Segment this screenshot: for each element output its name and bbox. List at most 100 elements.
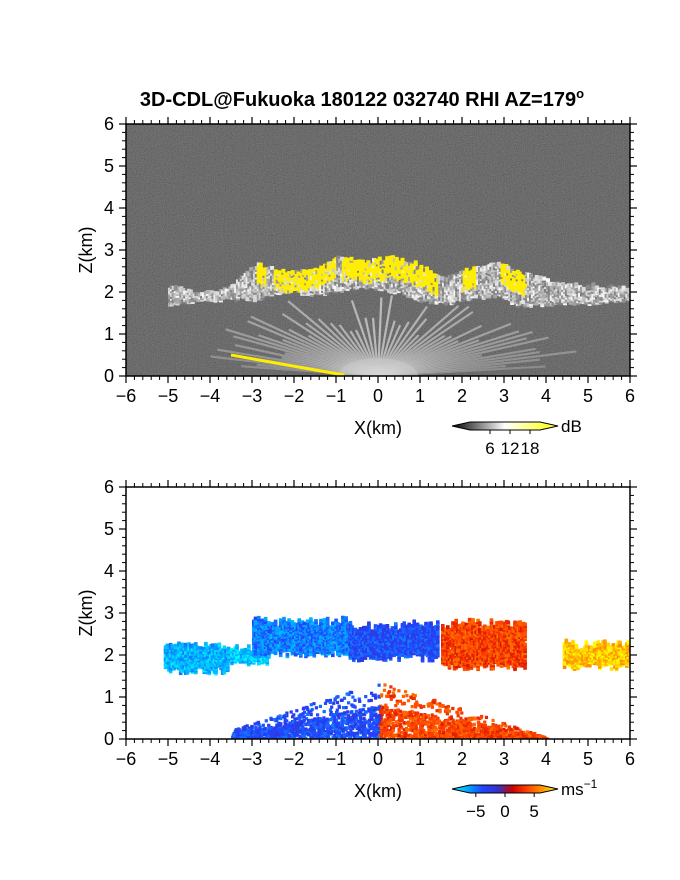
velocity-cell <box>285 652 290 657</box>
velocity-cell <box>305 619 310 623</box>
velocity-cell <box>385 624 390 628</box>
backscatter-cell <box>428 270 433 275</box>
velocity-cell <box>265 658 269 663</box>
backscatter-cell <box>275 283 280 288</box>
velocity-cell <box>292 622 296 626</box>
x-tick-label: −6 <box>116 386 137 406</box>
backscatter-cell <box>409 263 414 268</box>
backscatter-cell <box>591 282 596 287</box>
backscatter-cell <box>572 301 577 306</box>
backscatter-cell <box>224 288 229 293</box>
backscatter-cell <box>385 256 390 261</box>
velocity-cell <box>344 616 348 620</box>
colorbar-tick-label: 18 <box>521 439 540 458</box>
velocity-cell <box>358 627 363 631</box>
backscatter-cell <box>188 289 193 294</box>
colorbar-scale <box>451 421 559 431</box>
backscatter-cell <box>500 263 505 268</box>
backscatter-cell <box>245 297 250 302</box>
y-tick-label: 6 <box>104 114 114 134</box>
velocity-cell <box>168 666 173 670</box>
velocity-cell <box>290 620 295 624</box>
velocity-cell <box>262 660 266 664</box>
velocity-cell <box>287 618 291 622</box>
velocity-cell <box>367 621 371 625</box>
velocity-cell <box>394 622 398 626</box>
backscatter-x-axis-label: X(km) <box>354 418 402 438</box>
velocity-cell <box>325 616 330 621</box>
backscatter-cell <box>538 275 543 280</box>
x-tick-label: 3 <box>499 386 509 406</box>
backscatter-cell <box>621 298 626 303</box>
x-tick-label: −2 <box>284 386 305 406</box>
backscatter-cell <box>283 285 288 290</box>
y-tick-label: 0 <box>104 366 114 386</box>
velocity-cell <box>243 647 248 652</box>
backscatter-cell <box>557 282 562 287</box>
backscatter-cell <box>307 269 312 274</box>
backscatter-cell <box>340 256 344 261</box>
velocity-cell <box>170 644 175 648</box>
backscatter-cell <box>391 255 395 260</box>
velocity-cell <box>184 642 188 647</box>
backscatter-cell <box>205 290 210 294</box>
y-tick-label: 4 <box>104 198 114 218</box>
backscatter-cell <box>283 272 288 277</box>
backscatter-cell <box>595 285 600 290</box>
backscatter-cell <box>627 289 630 294</box>
backscatter-cell <box>313 267 318 272</box>
velocity-cell <box>204 641 208 646</box>
backscatter-cell <box>561 282 566 287</box>
x-tick-label: −1 <box>326 386 347 406</box>
velocity-cell <box>210 643 215 647</box>
backscatter-cell <box>600 287 605 292</box>
backscatter-cell <box>510 268 515 273</box>
backscatter-cell <box>512 276 516 281</box>
backscatter-cell <box>546 278 550 283</box>
velocity-cell <box>363 656 368 660</box>
velocity-cell <box>341 615 345 620</box>
velocity-cell <box>195 645 200 650</box>
backscatter-cell <box>568 300 573 305</box>
y-tick-label: 2 <box>104 282 114 302</box>
velocity-cell <box>189 643 193 648</box>
x-tick-label: −3 <box>242 386 263 406</box>
velocity-cell <box>331 621 335 626</box>
velocity-cell <box>185 671 190 675</box>
x-tick-label: −4 <box>200 386 221 406</box>
velocity-cell <box>173 643 178 648</box>
velocity-cell <box>309 617 313 621</box>
backscatter-cell <box>496 261 501 266</box>
velocity-cell <box>334 618 338 623</box>
backscatter-cell <box>287 271 292 276</box>
x-tick-label: 4 <box>541 386 551 406</box>
backscatter-cell <box>464 267 469 272</box>
velocity-cell <box>199 646 203 650</box>
velocity-field <box>163 615 630 739</box>
backscatter-cell <box>542 276 547 281</box>
backscatter-cell <box>394 256 399 261</box>
backscatter-cell <box>245 280 250 285</box>
velocity-cell <box>226 646 231 651</box>
velocity-cell <box>310 624 315 629</box>
backscatter-cell <box>529 273 533 278</box>
backscatter-cell <box>534 275 539 279</box>
velocity-cell <box>278 618 283 622</box>
velocity-cell <box>235 644 239 648</box>
velocity-cell <box>165 643 170 648</box>
backscatter-cell <box>493 294 498 299</box>
velocity-cell <box>357 658 361 663</box>
velocity-cell <box>336 621 340 626</box>
backscatter-cell <box>357 259 361 264</box>
x-tick-label: 0 <box>373 386 383 406</box>
velocity-cell <box>378 623 383 627</box>
backscatter-cell <box>523 283 528 287</box>
backscatter-cell <box>360 259 365 264</box>
velocity-cell <box>178 671 183 676</box>
backscatter-cell <box>366 260 371 265</box>
backscatter-cell <box>181 288 186 292</box>
backscatter-cell <box>466 270 471 275</box>
backscatter-cell <box>425 266 429 271</box>
